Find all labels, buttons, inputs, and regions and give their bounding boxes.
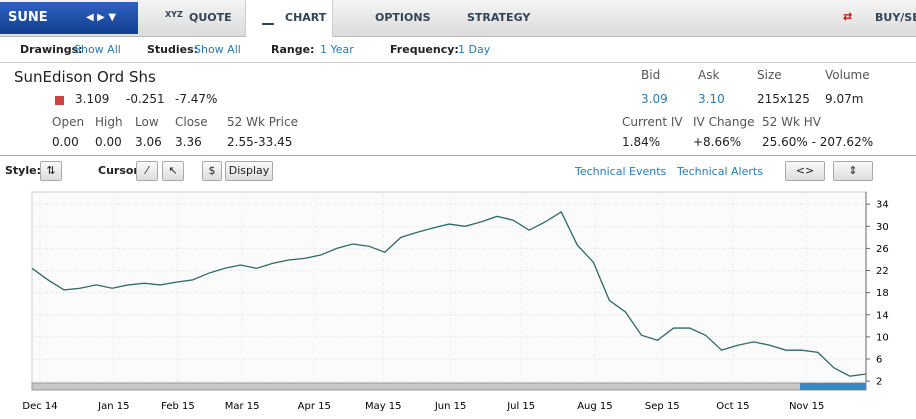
x-tick-label: Jul 15 (506, 401, 535, 412)
y-tick-label: 26 (876, 244, 889, 255)
quote-field: 3.06 (135, 135, 162, 149)
quote-field: Ask (698, 68, 720, 82)
quote-field: +8.66% (693, 135, 742, 149)
y-tick-label: 2 (876, 377, 882, 388)
x-tick-label: Feb 15 (161, 401, 195, 412)
plot-area (31, 191, 867, 391)
divider (0, 62, 916, 63)
quote-field: 3.36 (175, 135, 202, 149)
label: Drawings: (20, 43, 83, 56)
buy-sell-icon: ⇄ (843, 10, 853, 23)
change: -0.251 (126, 92, 165, 106)
status-icon (55, 96, 64, 105)
quote-field: 3.10 (698, 92, 725, 106)
y-tick-label: 22 (876, 266, 889, 277)
label: Cursor: (98, 164, 144, 177)
x-tick-label: Oct 15 (716, 401, 749, 412)
quote-icon: XYZ (165, 10, 183, 19)
y-tick-label: 34 (876, 200, 889, 211)
change-pct: -7.47% (175, 92, 218, 106)
x-tick-label: May 15 (365, 401, 402, 412)
y-tick-label: 14 (876, 310, 889, 321)
chart-icon (262, 13, 274, 25)
quote-field: Open (52, 115, 85, 129)
x-tick-label: Jun 15 (434, 401, 467, 412)
symbol-box[interactable]: SUNE ◀ ▶ ▼ (0, 2, 138, 34)
x-tick-label: Mar 15 (225, 401, 260, 412)
cursor-button[interactable]: ⁄ (136, 161, 158, 181)
quote-field: 3.09 (641, 92, 668, 106)
dollar-button[interactable]: $ (202, 161, 222, 181)
link[interactable]: Technical Alerts (677, 165, 763, 178)
company-name: SunEdison Ord Shs (14, 68, 156, 86)
quote-field: 2.55-33.45 (227, 135, 293, 149)
dropdown[interactable]: Show All (194, 43, 241, 56)
x-tick-label: Jan 15 (97, 401, 129, 412)
quote-field: Low (135, 115, 159, 129)
divider (0, 155, 916, 156)
link[interactable]: Technical Events (575, 165, 667, 178)
y-tick-label: 10 (876, 332, 889, 343)
label: Range: (271, 43, 315, 56)
tab[interactable]: STRATEGY (467, 11, 531, 24)
nav-bar (0, 0, 916, 37)
x-tick-label: Aug 15 (577, 401, 612, 412)
x-tick-label: Dec 14 (22, 401, 57, 412)
scroll-thumb (800, 383, 866, 390)
label: Frequency: (390, 43, 459, 56)
tab[interactable]: BUY/SEL (875, 11, 916, 24)
quote-field: 52 Wk Price (227, 115, 298, 129)
active-tab-bg (245, 0, 333, 37)
quote-field: High (95, 115, 123, 129)
collapse-button[interactable]: ⇕ (833, 161, 873, 181)
pointer-button[interactable]: ↖ (162, 161, 184, 181)
quote-field: Bid (641, 68, 661, 82)
quote-field: 0.00 (95, 135, 122, 149)
expand-button[interactable]: <> (785, 161, 825, 181)
quote-field: Volume (825, 68, 870, 82)
price-line (31, 210, 867, 377)
label: Style: (5, 164, 41, 177)
style-button[interactable]: ⇅ (40, 161, 62, 181)
quote-field: 1.84% (622, 135, 661, 149)
quote-field: 215x125 (757, 92, 810, 106)
scrollbar (31, 382, 867, 391)
y-tick-label: 6 (876, 355, 882, 366)
y-tick-label: 18 (876, 288, 889, 299)
y-tick-label: 30 (876, 222, 889, 233)
symbol: SUNE (8, 10, 48, 25)
tab[interactable]: OPTIONS (375, 11, 431, 24)
quote-field: 25.60% - 207.62% (762, 135, 874, 149)
quote-field: Size (757, 68, 782, 82)
tab[interactable]: QUOTE (189, 11, 232, 24)
dropdown[interactable]: Show All (74, 43, 121, 56)
display-button[interactable]: Display (225, 161, 273, 181)
label: Studies: (147, 43, 199, 56)
quote-field: Current IV (622, 115, 683, 129)
quote-field: 0.00 (52, 135, 79, 149)
quote-field: 9.07m (825, 92, 864, 106)
dropdown[interactable]: 1 Day (458, 43, 491, 56)
x-tick-label: Apr 15 (298, 401, 331, 412)
x-tick-label: Nov 15 (789, 401, 824, 412)
tab[interactable]: CHART (285, 11, 327, 24)
last-price: 3.109 (75, 92, 110, 106)
x-tick-label: Sep 15 (645, 401, 680, 412)
quote-field: IV Change (693, 115, 755, 129)
quote-field: Close (175, 115, 208, 129)
dropdown[interactable]: 1 Year (320, 43, 354, 56)
quote-field: 52 Wk HV (762, 115, 821, 129)
